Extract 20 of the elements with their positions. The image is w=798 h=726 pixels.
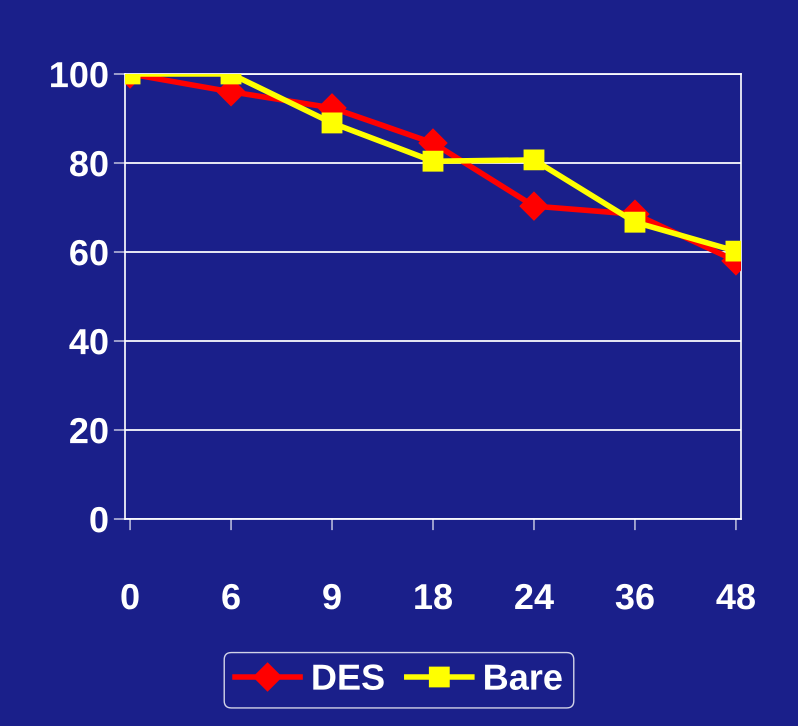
point <box>624 212 646 233</box>
point <box>322 112 342 134</box>
x-tick-label: 24 <box>515 584 554 610</box>
x-tick-label: 9 <box>323 584 341 610</box>
x-tick-label: 48 <box>716 584 755 610</box>
point <box>422 150 444 172</box>
x-tick-label: 18 <box>415 584 452 610</box>
y-tick-label: 80 <box>70 150 108 176</box>
y-tick-label: 100 <box>51 62 108 88</box>
legend-label: DES <box>313 664 384 690</box>
point <box>520 192 548 221</box>
y-tick-label: 0 <box>90 506 108 532</box>
point <box>524 149 544 170</box>
x-tick-label: 36 <box>616 584 654 610</box>
y-tick-label: 40 <box>69 328 108 354</box>
x-tick-label: 6 <box>222 584 240 610</box>
legend-label: Bare <box>485 664 562 690</box>
y-tick-label: 60 <box>70 240 108 266</box>
x-tick-label: 0 <box>121 584 139 610</box>
y-tick-label: 20 <box>70 418 108 444</box>
